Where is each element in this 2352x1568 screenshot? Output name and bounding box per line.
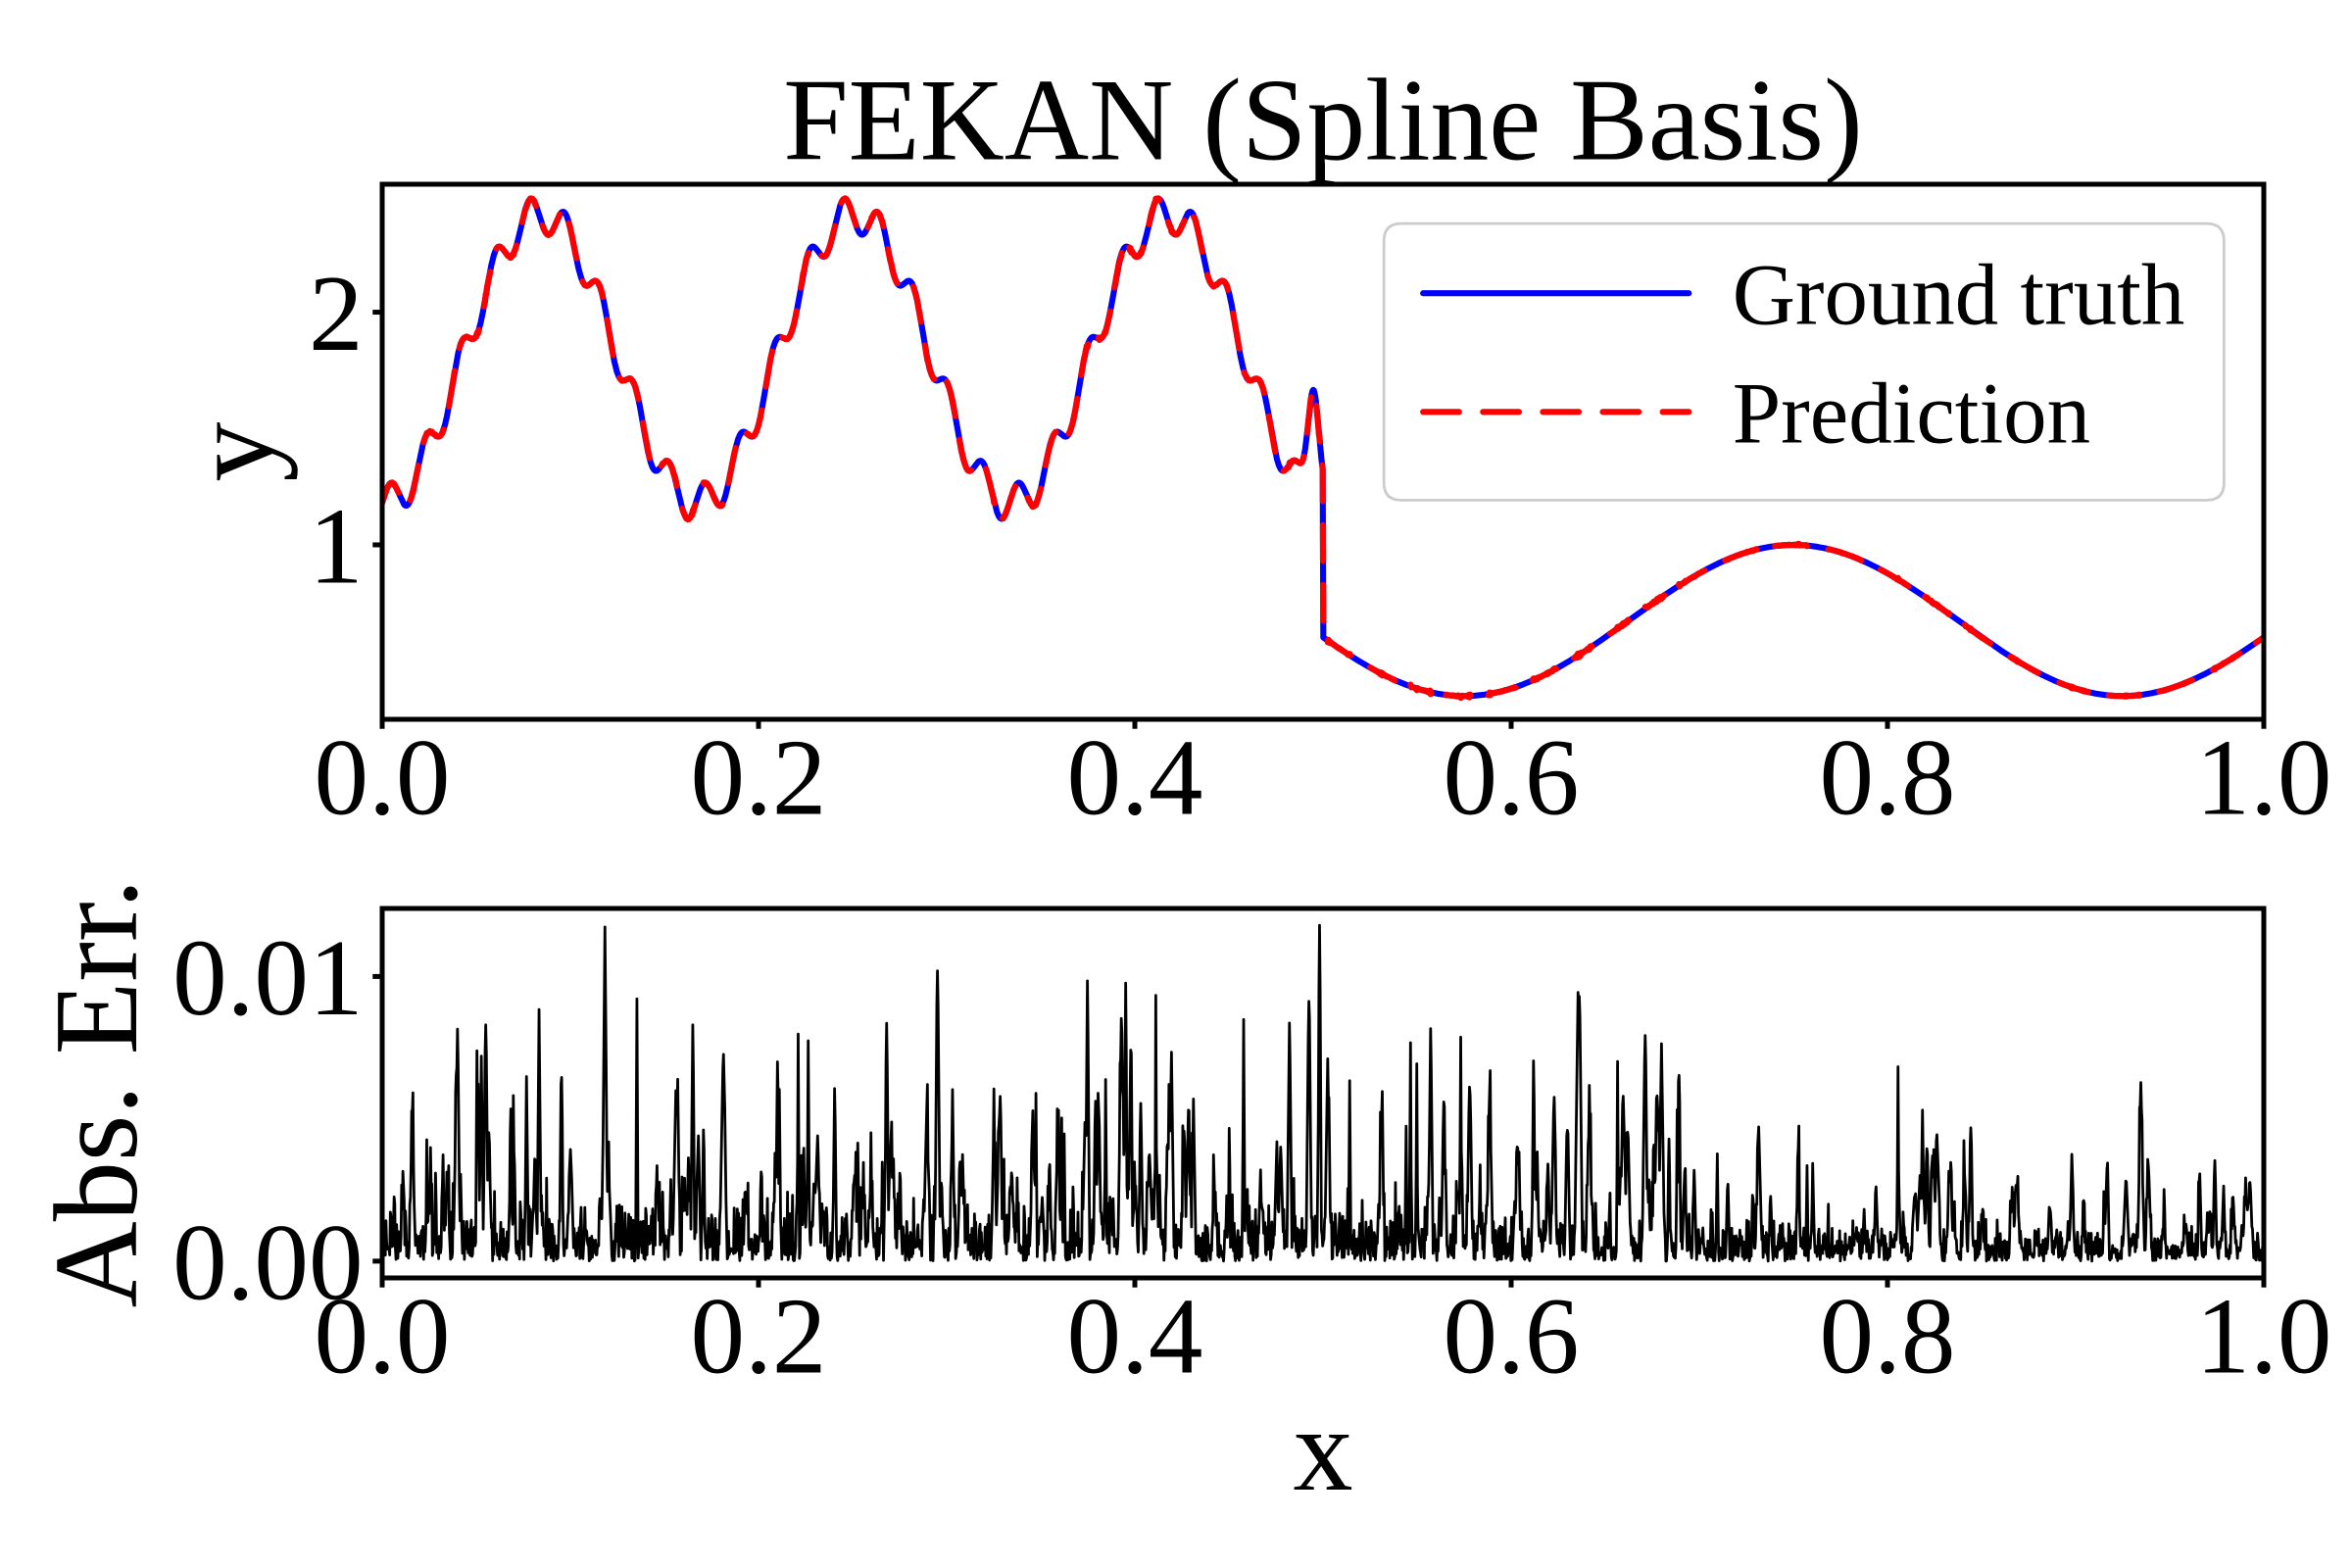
svg-text:0.00: 0.00 [172, 1202, 363, 1323]
svg-text:0.4: 0.4 [1067, 1277, 1203, 1397]
svg-text:0.0: 0.0 [315, 718, 451, 839]
svg-text:0.8: 0.8 [1820, 1277, 1956, 1397]
svg-text:0.6: 0.6 [1444, 1277, 1580, 1397]
svg-text:1: 1 [309, 487, 364, 608]
svg-text:0.2: 0.2 [691, 718, 827, 839]
svg-text:2: 2 [309, 254, 364, 374]
svg-text:0.01: 0.01 [172, 918, 363, 1039]
svg-text:FEKAN (Spline Basis): FEKAN (Spline Basis) [783, 56, 1862, 185]
svg-text:0.4: 0.4 [1067, 718, 1203, 839]
svg-text:Prediction: Prediction [1733, 366, 2090, 462]
svg-text:0.8: 0.8 [1820, 718, 1956, 839]
svg-text:0.6: 0.6 [1444, 718, 1580, 839]
svg-text:y: y [167, 421, 299, 481]
svg-text:x: x [1293, 1384, 1352, 1516]
svg-text:1.0: 1.0 [2196, 718, 2332, 839]
svg-text:Ground truth: Ground truth [1733, 247, 2185, 343]
svg-text:1.0: 1.0 [2196, 1277, 2332, 1397]
svg-text:0.2: 0.2 [691, 1277, 827, 1397]
svg-text:Abs. Err.: Abs. Err. [30, 879, 163, 1308]
